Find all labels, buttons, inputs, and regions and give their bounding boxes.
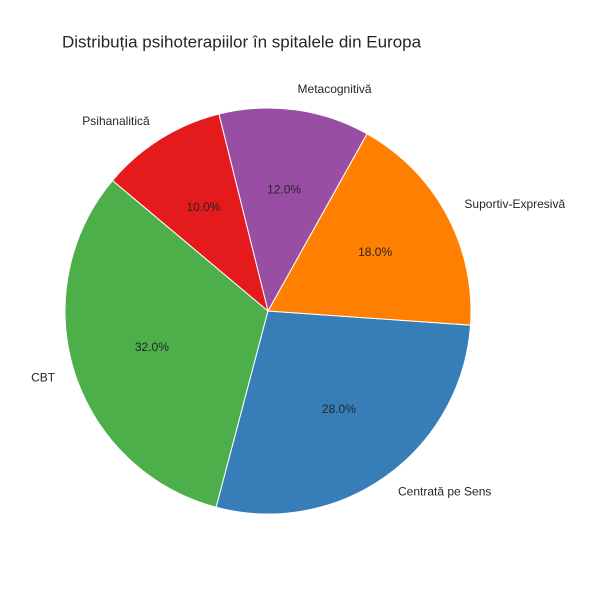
slice-label: Suportiv-Expresivă — [464, 197, 565, 211]
value-label: 32.0% — [135, 340, 169, 354]
value-label: 28.0% — [322, 402, 356, 416]
slice-label: Metacognitivă — [298, 82, 372, 96]
pie-slice — [215, 310, 472, 515]
chart-title: Distribuția psihoterapiilor în spitalele… — [62, 32, 422, 51]
pie-slice — [64, 179, 269, 508]
slice-label: Centrată pe Sens — [398, 485, 491, 499]
pie-slice — [218, 107, 368, 313]
value-label: 10.0% — [186, 200, 220, 214]
pie-slice — [111, 113, 269, 313]
value-label: 12.0% — [267, 182, 301, 196]
value-label: 18.0% — [358, 245, 392, 259]
slice-label: CBT — [31, 371, 56, 385]
pie-slice — [267, 133, 472, 326]
slice-label: Psihanalitică — [82, 114, 150, 128]
